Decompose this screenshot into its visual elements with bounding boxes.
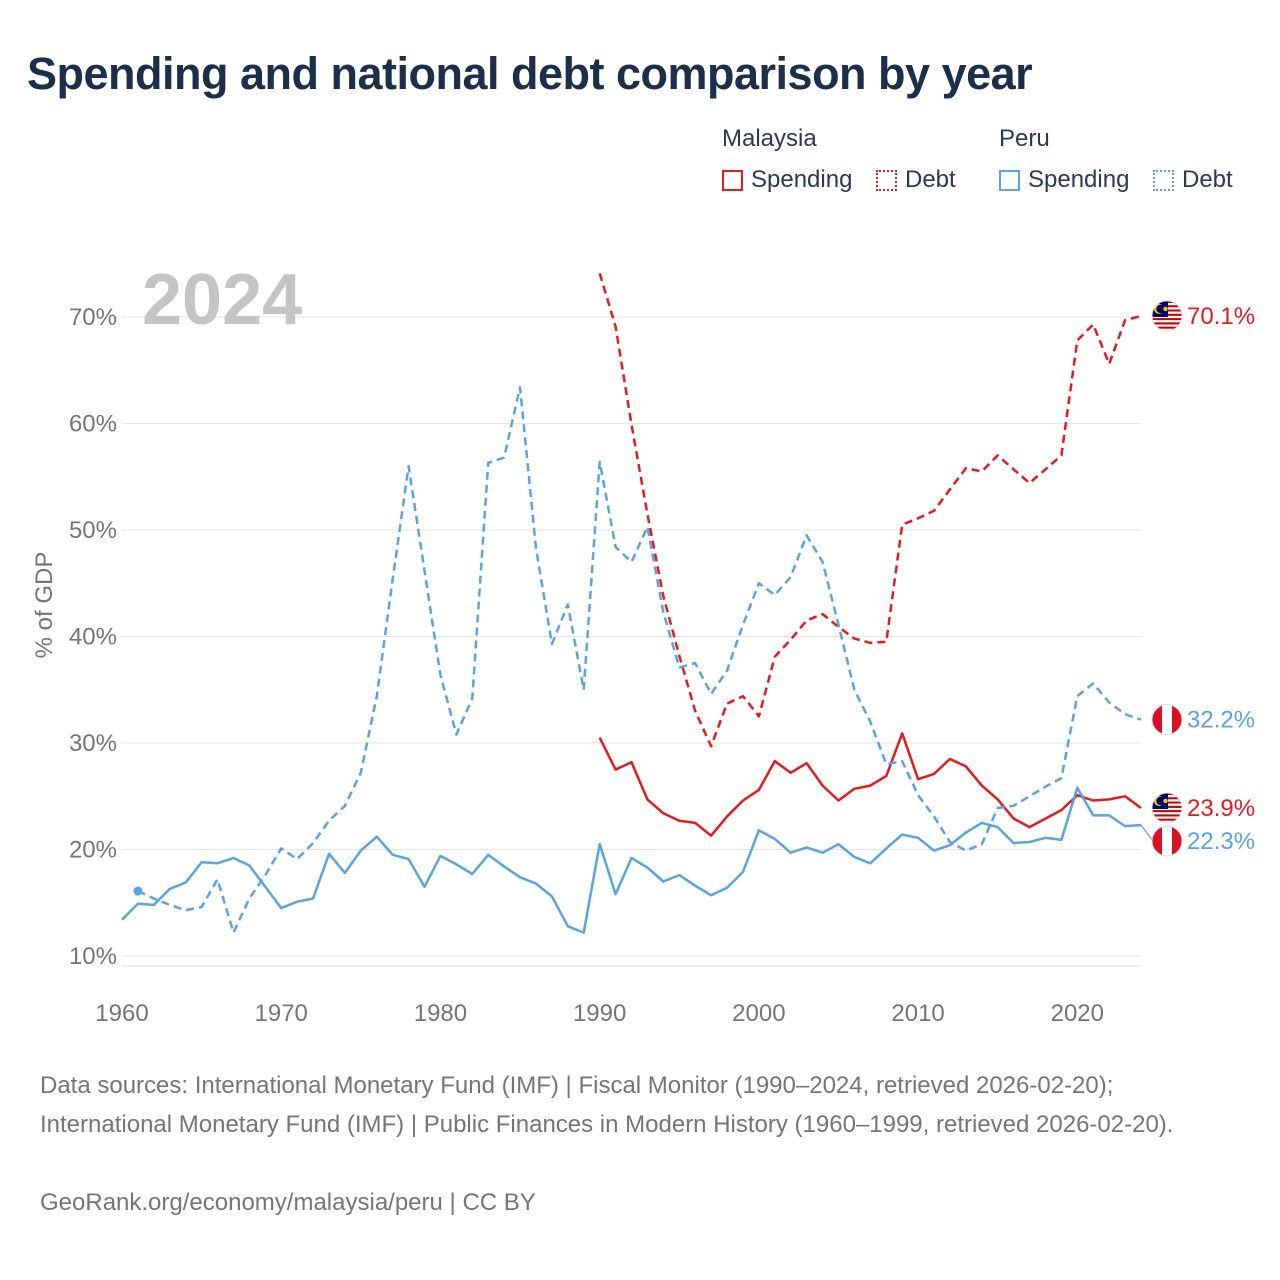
x-tick-label: 1960	[95, 1000, 148, 1027]
y-tick-label: 20%	[69, 837, 117, 864]
legend-group-malaysia: Malaysia	[722, 125, 817, 152]
end-value-label: 23.9%	[1187, 795, 1255, 822]
legend-label: Debt	[905, 166, 956, 193]
series-start-dot	[133, 886, 143, 896]
malaysia-flag-icon	[1151, 792, 1183, 824]
x-tick-label: 2020	[1051, 1000, 1104, 1027]
series-line-malaysia-debt[interactable]	[598, 272, 1142, 748]
footer-sources: Data sources: International Monetary Fun…	[40, 1072, 1174, 1138]
peru-flag-icon	[1151, 704, 1183, 736]
y-tick-label: 70%	[69, 304, 117, 331]
legend-peru-spending[interactable]: Spending	[999, 166, 1129, 194]
year-watermark: 2024	[142, 260, 302, 340]
legend-malaysia-debt[interactable]: Debt	[876, 166, 956, 194]
label-leader	[1140, 824, 1154, 842]
series-line-malaysia-spending[interactable]	[598, 732, 1142, 837]
legend-swatch-dotted	[876, 169, 897, 191]
y-tick-label: 10%	[69, 943, 117, 970]
legend-swatch-solid	[722, 169, 743, 191]
x-tick-label: 2000	[732, 1000, 785, 1027]
legend-swatch-solid	[999, 169, 1020, 191]
footer-credit[interactable]: GeoRank.org/economy/malaysia/peru | CC B…	[40, 1189, 536, 1216]
y-tick-label: 60%	[69, 411, 117, 438]
y-tick-label: 40%	[69, 624, 117, 651]
x-tick-label: 2010	[891, 1000, 944, 1027]
x-tick-label: 1970	[255, 1000, 308, 1027]
line-chart: 10% 20% 30% 40% 50% 60% 70% 1960 1970 1980 1990 200…	[31, 260, 1255, 1027]
series-line-peru-spending[interactable]	[121, 786, 1142, 934]
end-value-label: 22.3%	[1187, 828, 1255, 855]
y-tick-label: 50%	[69, 517, 117, 544]
series-line-peru-debt[interactable]	[137, 386, 1142, 934]
chart-title: Spending and national debt comparison by…	[27, 48, 1033, 99]
legend-label: Spending	[1028, 166, 1130, 193]
legend-peru-debt[interactable]: Debt	[1153, 166, 1233, 194]
x-tick-label: 1980	[414, 1000, 467, 1027]
legend-label: Debt	[1182, 166, 1233, 193]
legend-label: Spending	[751, 166, 853, 193]
legend-malaysia-spending[interactable]: Spending	[722, 166, 852, 194]
peru-flag-icon	[1151, 825, 1183, 857]
malaysia-flag-icon	[1151, 300, 1183, 332]
y-axis-label: % of GDP	[31, 552, 58, 659]
x-tick-label: 1990	[573, 1000, 626, 1027]
end-value-label: 32.2%	[1187, 707, 1255, 734]
y-tick-label: 30%	[69, 730, 117, 757]
legend-group-peru: Peru	[999, 125, 1050, 152]
legend-swatch-dotted	[1153, 169, 1174, 191]
end-value-label: 70.1%	[1187, 303, 1255, 330]
